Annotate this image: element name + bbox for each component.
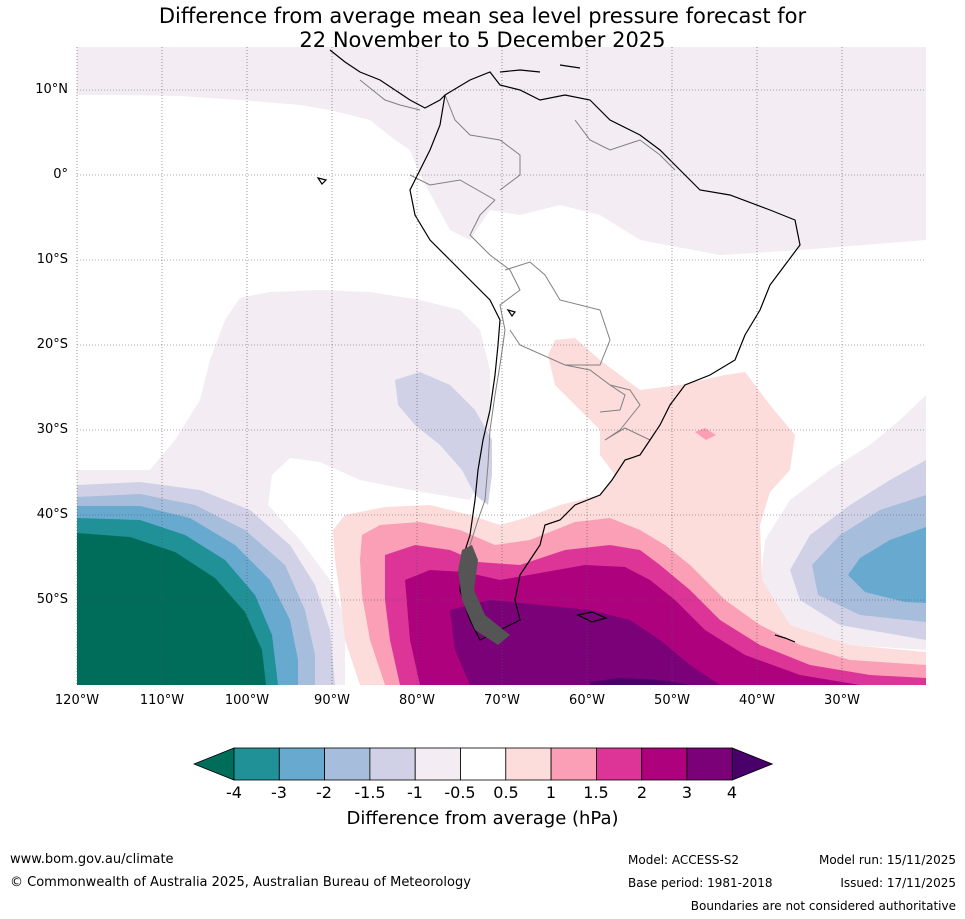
colorbar-tick: 4 [726,783,738,802]
footer-website: www.bom.gov.au/climate [10,852,174,867]
colorbar-tick: 1.5 [583,783,609,802]
colorbar-swatch [505,747,552,781]
colorbar-swatch [233,747,280,781]
colorbar-extend-max [731,747,774,781]
colorbar-swatch [550,747,597,781]
coastline-falklands [576,611,608,623]
lon-label-100w: 100°W [224,693,270,708]
footer-issued: Issued: 17/11/2025 [840,876,956,890]
lon-label-70w: 70°W [484,693,520,708]
border-central-america [359,79,421,111]
footer-model: Model: ACCESS-S2 [628,853,740,867]
footer-copyright: © Commonwealth of Australia 2025, Austra… [10,875,471,890]
lon-label-110w: 110°W [139,693,185,708]
border-bolivia [504,261,611,366]
colorbar-extend-min [192,747,235,781]
lat-label-50s: 50°S [36,592,68,607]
lat-label-40s: 40°S [36,507,68,522]
border-peru-brazil [469,199,521,331]
coastline-lake-titicaca [506,308,517,318]
coastline-galapagos [316,177,328,185]
country-boundaries [359,79,676,580]
border-argentina-brazil [604,384,641,441]
anomaly-region-positive-4 [590,678,690,685]
border-argentina-chile [469,329,506,580]
colorbar-swatch [596,747,643,781]
lat-label-20s: 20°S [36,337,68,352]
colorbar-tick: -0.5 [444,783,476,802]
title-line-1: Difference from average mean sea level p… [158,4,807,28]
colorbar-tick: 0.5 [493,783,519,802]
footer-disclaimer: Boundaries are not considered authoritat… [690,899,956,913]
lon-label-90w: 90°W [314,693,350,708]
colorbar-tick: 3 [681,783,693,802]
footer-model-run: Model run: 15/11/2025 [818,853,956,867]
lon-label-80w: 80°W [399,693,435,708]
colorbar-swatch [686,747,733,781]
border-paraguay [564,364,626,413]
colorbar-tick: 2 [636,783,648,802]
anomaly-region-tropics [77,47,926,255]
lat-label-0: 0° [53,167,68,182]
colorbar-tick: -2 [316,783,332,802]
colorbar-title: Difference from average (hPa) [346,808,619,829]
border-uruguay [604,427,651,441]
border-colombia-peru [409,174,496,201]
lat-label-30s: 30°S [36,422,68,437]
anomaly-region-pacific-low-core [77,533,266,685]
colorbar-swatch [641,747,688,781]
coastline-south-america [409,71,801,641]
lon-label-30w: 30°W [824,693,860,708]
colorbar-tick: -1 [407,783,423,802]
border-colombia-venezuela [444,94,521,191]
colorbar-tick: 1 [545,783,557,802]
lon-label-50w: 50°W [654,693,690,708]
colorbar [192,747,774,781]
colorbar-swatch [460,747,507,781]
lon-label-60w: 60°W [569,693,605,708]
colorbar-swatch [278,747,325,781]
coastline-south-georgia [774,634,796,643]
lon-label-120w: 120°W [54,693,100,708]
anomaly-region-chile-coast [395,372,492,505]
chile-archipelago [458,545,510,645]
footer-base-period: Base period: 1981-2018 [628,876,773,890]
colorbar-swatch [369,747,416,781]
colorbar-tick: -3 [271,783,287,802]
anomaly-region-positive-patch [695,428,716,440]
colorbar-swatch [414,747,461,781]
anomaly-region-atlantic-low-3 [848,527,926,603]
colorbar-tick: -4 [226,783,242,802]
colorbar-swatch [324,747,371,781]
graticule [76,47,926,685]
lat-label-10s: 10°S [36,252,68,267]
lon-label-40w: 40°W [739,693,775,708]
chart-title: Difference from average mean sea level p… [0,4,965,52]
colorbar-tick: -1.5 [354,783,386,802]
coastline-caribbean [499,64,581,73]
pressure-anomaly-layer [77,47,926,685]
lat-label-10n: 10°N [35,82,68,97]
border-guianas [574,119,676,171]
